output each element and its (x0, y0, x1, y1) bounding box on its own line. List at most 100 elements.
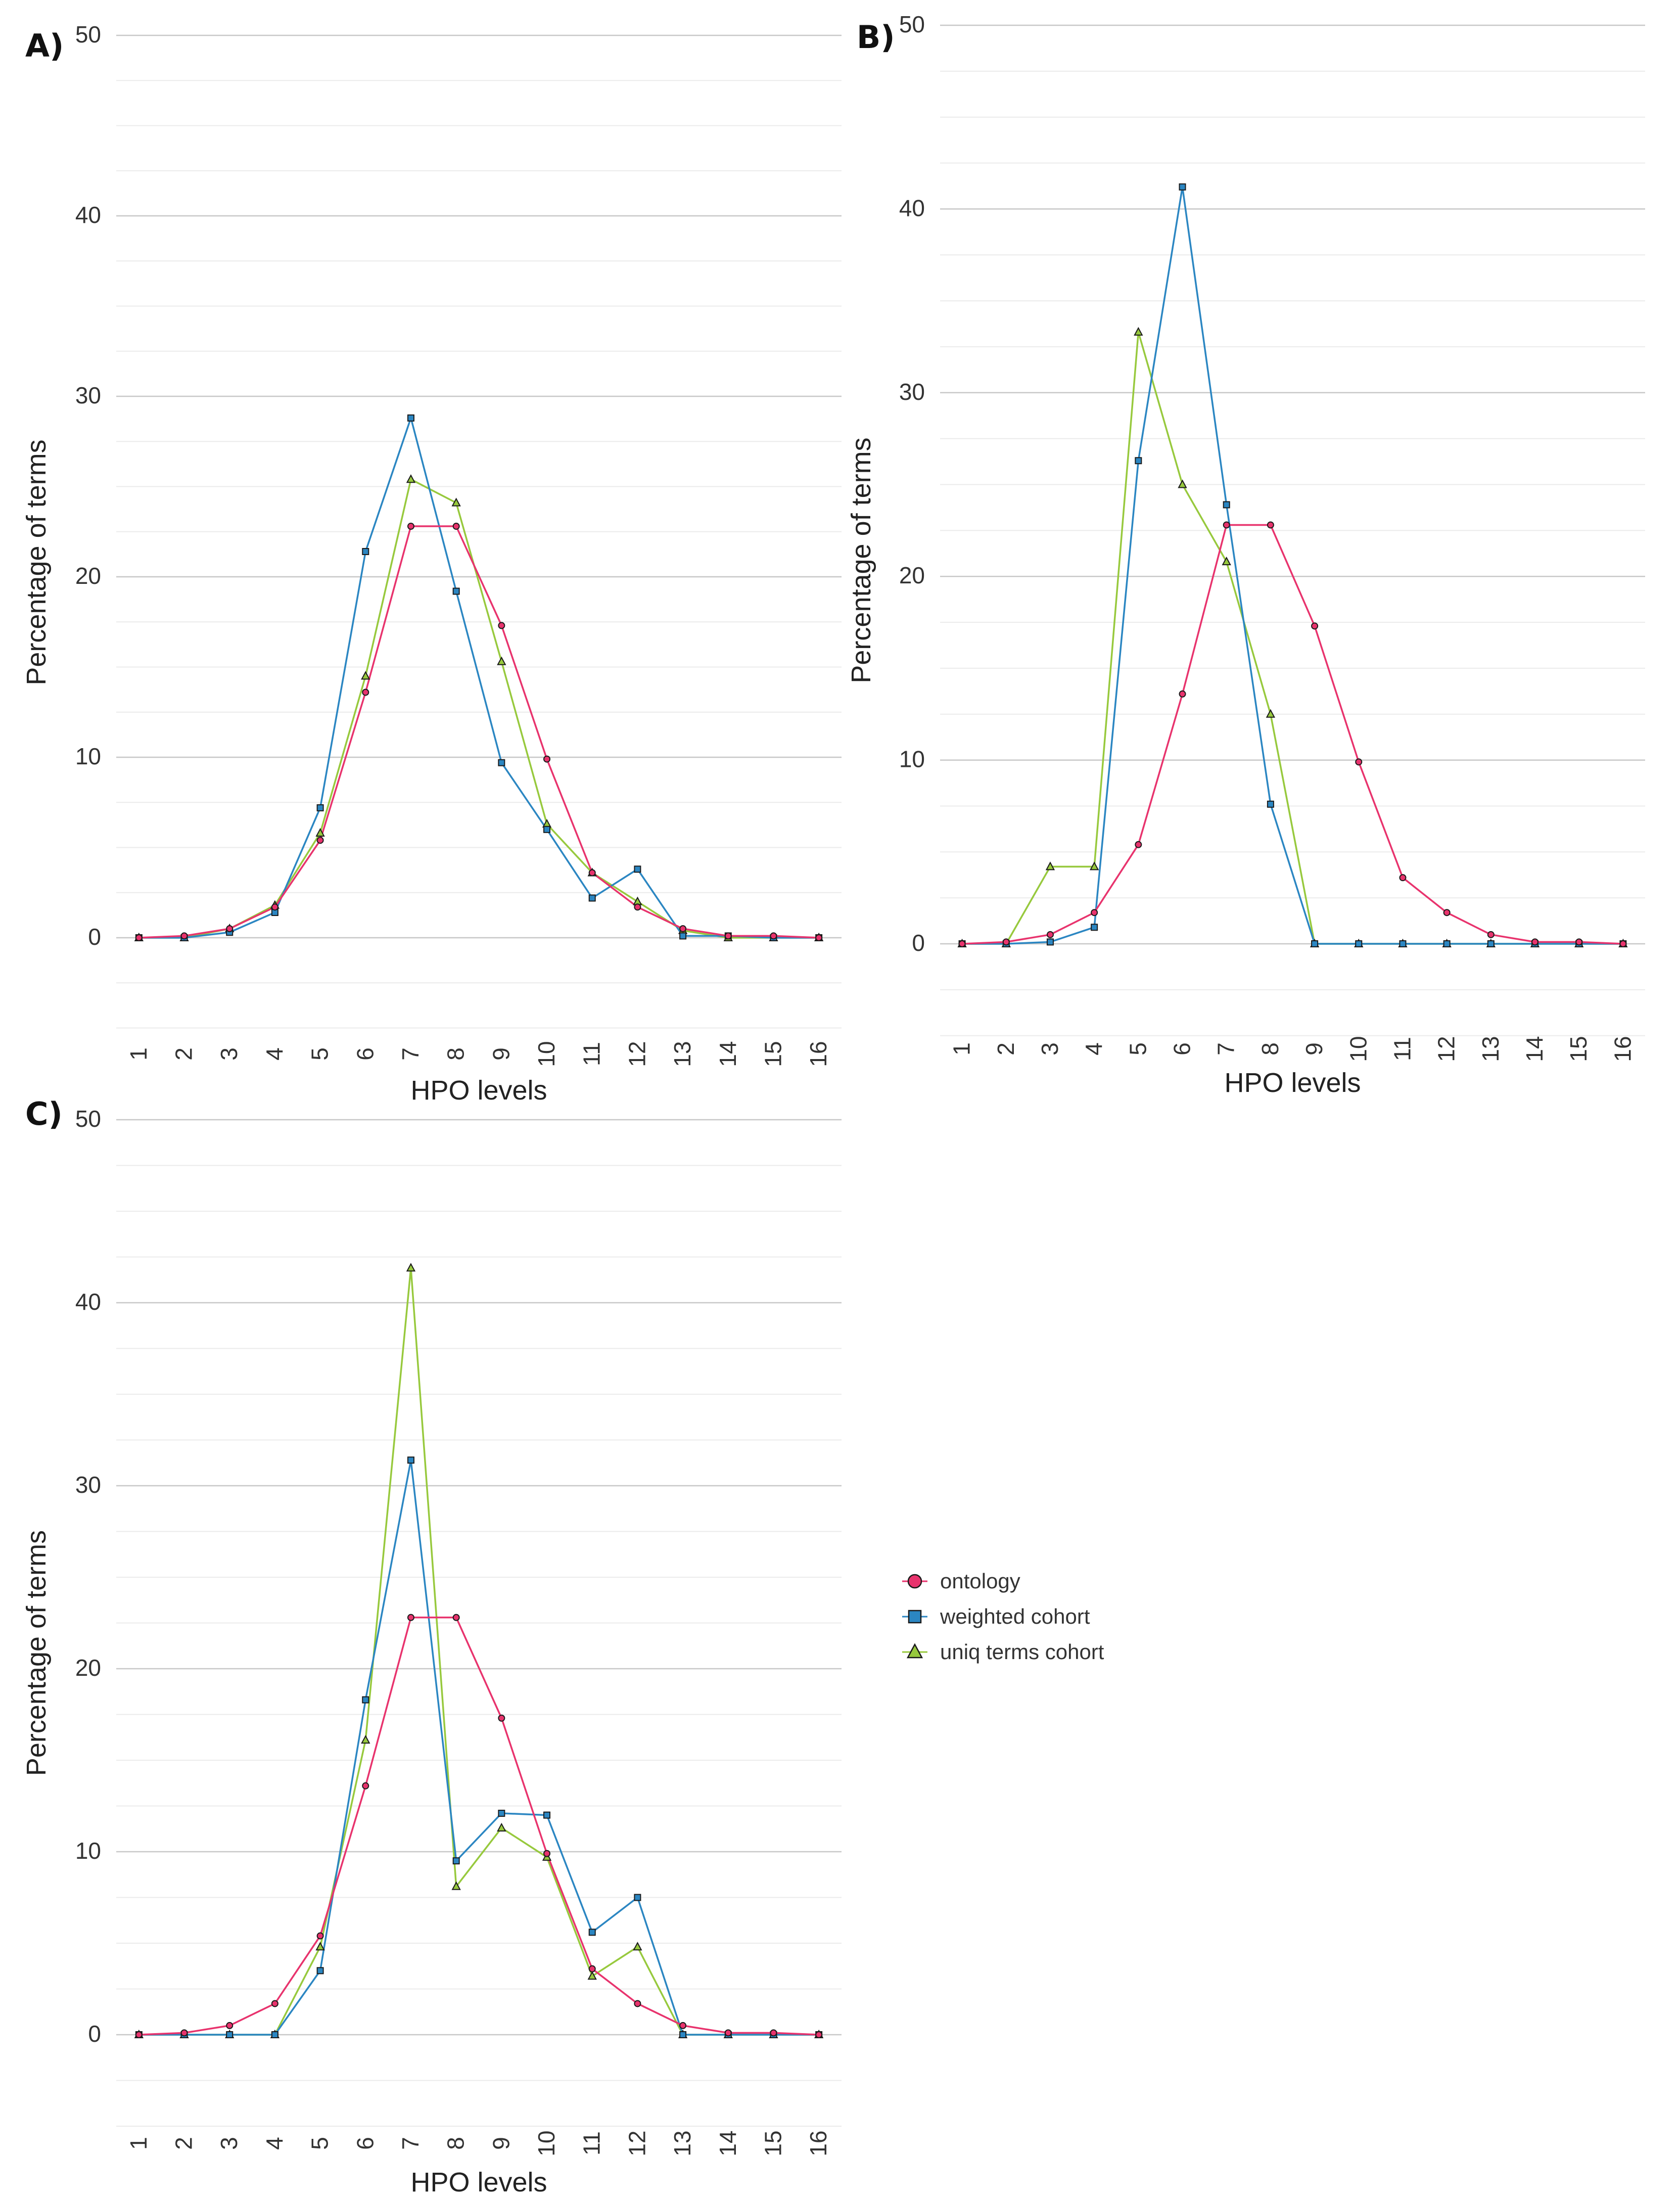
x-tick-label: 10 (533, 2130, 559, 2156)
data-point-uniq (361, 671, 370, 680)
x-tick-label: 15 (1565, 1036, 1592, 1062)
series-ontology (138, 525, 819, 939)
y-tick-label: 50 (75, 21, 101, 48)
x-tick-label: 8 (1257, 1042, 1283, 1056)
data-point-uniq (1178, 479, 1187, 488)
legend-item-ontology: ontology (902, 1569, 1020, 1593)
data-point-weighted (588, 894, 596, 902)
data-point-uniq (1266, 709, 1276, 718)
x-tick-label: 4 (261, 2137, 288, 2150)
data-point-weighted (1399, 940, 1407, 947)
y-tick-label: 0 (88, 2021, 101, 2047)
data-point-ontology (226, 925, 234, 933)
data-point-uniq (1134, 327, 1143, 336)
x-tick-label: 7 (397, 2137, 424, 2150)
x-tick-label: 16 (1609, 1036, 1636, 1062)
data-point-ontology (1311, 622, 1319, 630)
legend-label: uniq terms cohort (940, 1640, 1104, 1664)
data-point-ontology (180, 2029, 188, 2037)
y-tick-label: 30 (75, 382, 101, 408)
x-tick-label: 7 (1213, 1042, 1239, 1056)
panel-label: A) (25, 27, 64, 64)
y-tick-label: 40 (75, 1289, 101, 1315)
data-point-ontology (1487, 931, 1495, 938)
series-line-weighted (962, 186, 1623, 945)
data-point-uniq (587, 1971, 597, 1980)
data-point-weighted (543, 1811, 551, 1819)
data-point-ontology (724, 932, 732, 940)
x-tick-label: 2 (171, 2137, 197, 2150)
data-point-uniq (1089, 861, 1099, 871)
data-point-ontology (543, 1850, 551, 1857)
x-tick-label: 9 (488, 2137, 514, 2150)
data-point-weighted (1355, 940, 1363, 947)
x-tick-label: 14 (1521, 1036, 1548, 1062)
y-tick-label: 50 (899, 11, 925, 37)
data-point-ontology (452, 1614, 460, 1621)
series-points-ontology (135, 1614, 823, 2038)
data-point-ontology (1179, 690, 1186, 698)
data-point-ontology (724, 2029, 732, 2037)
data-point-uniq (497, 656, 506, 665)
y-tick-label: 20 (75, 1655, 101, 1681)
data-point-weighted (1267, 800, 1274, 808)
data-point-weighted (634, 865, 641, 873)
legend-label: weighted cohort (940, 1605, 1090, 1628)
data-point-weighted (1443, 940, 1451, 947)
y-tick-label: 10 (75, 1838, 101, 1864)
data-point-weighted (634, 1894, 641, 1901)
x-tick-label: 4 (261, 1047, 288, 1061)
data-point-ontology (634, 903, 641, 911)
y-tick-label: 0 (912, 930, 925, 956)
data-point-ontology (958, 940, 966, 947)
data-point-ontology (588, 1965, 596, 1973)
data-point-ontology (316, 837, 324, 844)
x-tick-label: 11 (579, 2131, 605, 2156)
x-axis-title: HPO levels (410, 2167, 547, 2197)
data-point-ontology (135, 934, 143, 941)
x-tick-label: 6 (352, 1047, 378, 1061)
data-point-ontology (407, 1614, 414, 1621)
y-tick-label: 20 (899, 562, 925, 588)
series-line-ontology (138, 1616, 819, 2036)
y-axis-title: Percentage of terms (21, 1530, 52, 1776)
y-tick-label: 20 (75, 563, 101, 589)
x-tick-label: 10 (1345, 1036, 1371, 1062)
legend-label: ontology (940, 1569, 1020, 1593)
data-point-ontology (362, 1782, 369, 1790)
y-axis-title: Percentage of terms (21, 439, 52, 685)
data-point-ontology (1267, 521, 1274, 529)
data-point-ontology (770, 932, 777, 940)
data-point-uniq (451, 1881, 461, 1890)
legend-item-uniq: uniq terms cohort (902, 1640, 1104, 1664)
data-point-ontology (1443, 909, 1451, 917)
data-point-ontology (135, 2031, 143, 2038)
data-point-weighted (1179, 183, 1186, 191)
data-point-ontology (271, 2000, 278, 2007)
data-point-ontology (271, 903, 278, 911)
x-tick-label: 9 (1301, 1042, 1327, 1056)
x-tick-label: 13 (669, 2130, 695, 2156)
data-point-uniq (406, 1263, 416, 1272)
x-tick-label: 3 (216, 2137, 242, 2150)
y-tick-label: 10 (75, 743, 101, 769)
x-tick-label: 3 (216, 1047, 242, 1061)
x-tick-label: 1 (125, 1047, 152, 1061)
x-tick-label: 16 (805, 2130, 831, 2156)
data-point-ontology (407, 523, 414, 530)
data-point-uniq (315, 828, 325, 837)
data-point-uniq (451, 497, 461, 507)
data-point-ontology (634, 2000, 641, 2007)
data-point-weighted (362, 1696, 369, 1704)
x-tick-label: 12 (1433, 1036, 1460, 1062)
y-axis-title: Percentage of terms (846, 437, 876, 683)
panel-label: C) (25, 1095, 63, 1132)
x-tick-label: 6 (352, 2137, 378, 2150)
data-point-ontology (679, 925, 687, 933)
data-point-weighted (452, 587, 460, 595)
data-point-ontology (452, 523, 460, 530)
series-ontology (962, 524, 1623, 945)
